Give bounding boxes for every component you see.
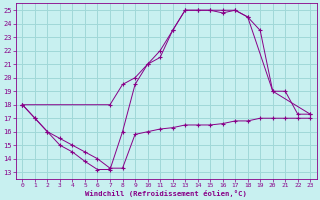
X-axis label: Windchill (Refroidissement éolien,°C): Windchill (Refroidissement éolien,°C): [85, 190, 247, 197]
